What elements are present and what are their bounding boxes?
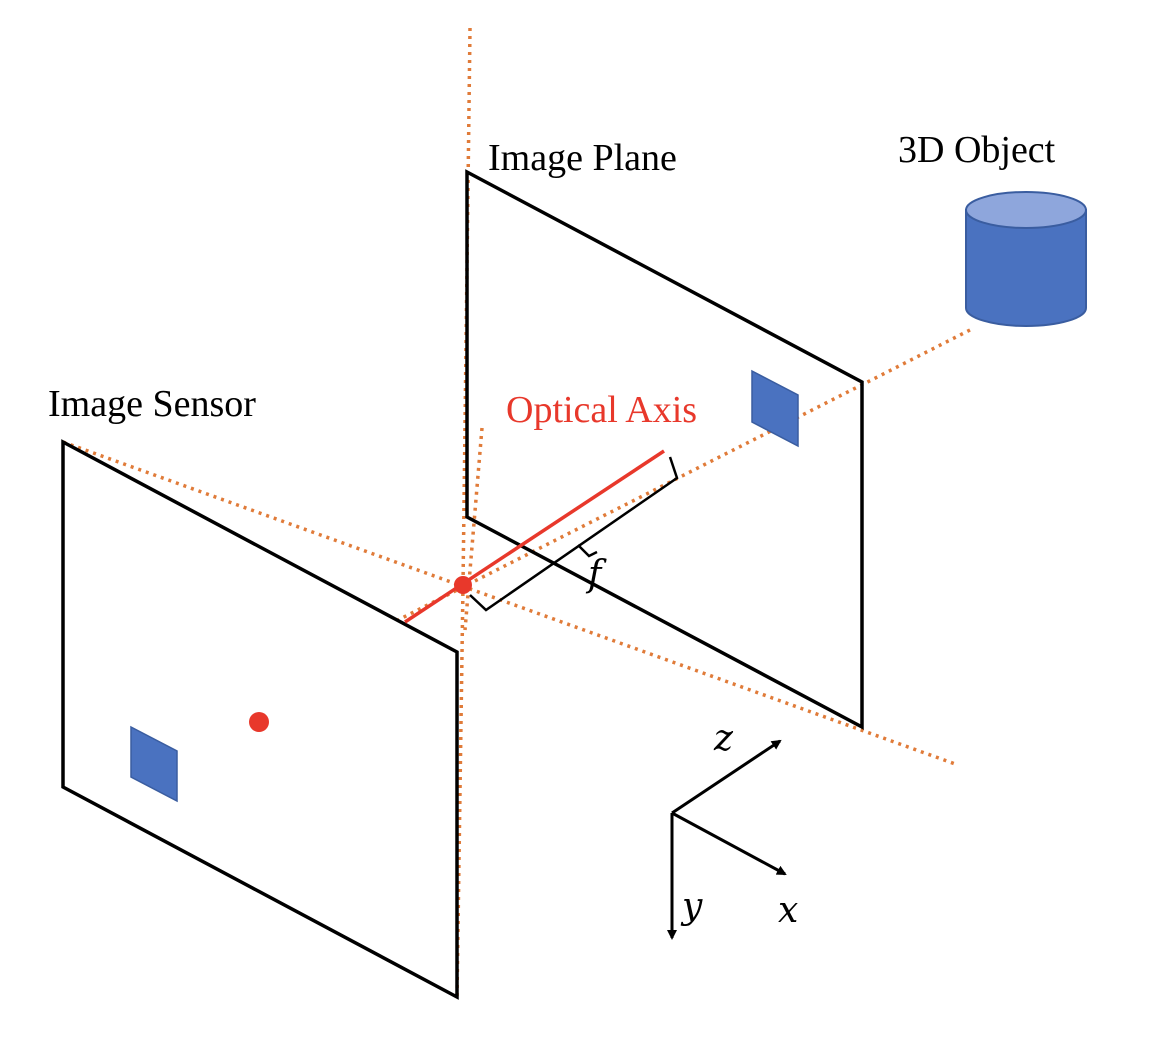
image-plane-frame [465,169,864,730]
ray-sensor-corner-to-plane-corner [62,440,959,767]
y-axis-label: y [680,886,703,927]
sensor-projection [130,725,178,803]
ray-vertical-top [461,27,472,586]
ray-short-diagonal [463,427,484,631]
x-axis-arrow [671,811,787,876]
image-sensor-frame [61,439,459,1000]
pinhole-point [454,576,472,594]
optical-axis-line [404,449,665,624]
z-axis-arrow [671,739,782,815]
object-3d-label: 3D Object [898,129,1056,171]
focal-length-bracket [469,456,679,612]
x-axis-label: x [778,890,798,931]
optical-axis-label: Optical Axis [506,389,697,431]
image-sensor-label: Image Sensor [48,383,256,425]
cylinder-object [965,191,1087,327]
z-axis-label: z [713,718,734,759]
ray-object-axis [397,328,971,622]
image-plane-label: Image Plane [488,137,677,179]
plane-projection [751,369,799,448]
principal-point [249,712,269,732]
axis-triad [667,739,787,940]
